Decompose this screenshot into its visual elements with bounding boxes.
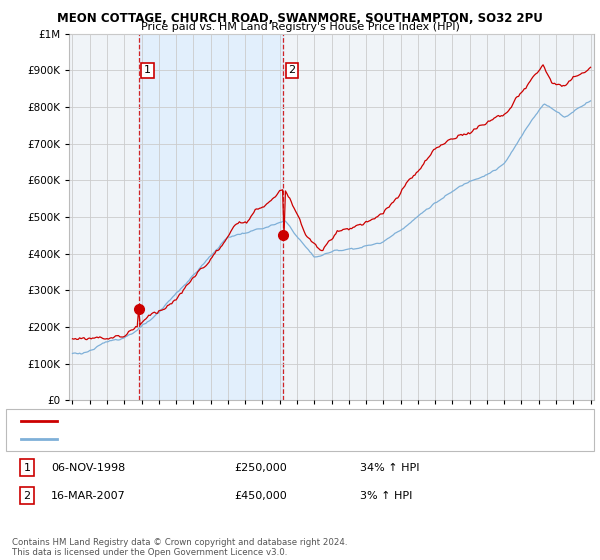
Text: 1: 1: [23, 463, 31, 473]
Text: 3% ↑ HPI: 3% ↑ HPI: [360, 491, 412, 501]
Text: 2: 2: [23, 491, 31, 501]
Text: 2: 2: [289, 66, 296, 75]
Bar: [139, 34, 283, 400]
Text: HPI: Average price, detached house, Winchester: HPI: Average price, detached house, Winc…: [63, 434, 299, 444]
Text: 06-NOV-1998: 06-NOV-1998: [51, 463, 125, 473]
Text: Contains HM Land Registry data © Crown copyright and database right 2024.
This d: Contains HM Land Registry data © Crown c…: [12, 538, 347, 557]
Text: 34% ↑ HPI: 34% ↑ HPI: [360, 463, 419, 473]
Text: 1: 1: [144, 66, 151, 75]
Text: Price paid vs. HM Land Registry's House Price Index (HPI): Price paid vs. HM Land Registry's House …: [140, 22, 460, 32]
Text: MEON COTTAGE, CHURCH ROAD, SWANMORE, SOUTHAMPTON, SO32 2PU (detached hou: MEON COTTAGE, CHURCH ROAD, SWANMORE, SOU…: [63, 416, 497, 426]
Text: 16-MAR-2007: 16-MAR-2007: [51, 491, 126, 501]
Text: MEON COTTAGE, CHURCH ROAD, SWANMORE, SOUTHAMPTON, SO32 2PU: MEON COTTAGE, CHURCH ROAD, SWANMORE, SOU…: [57, 12, 543, 25]
Text: £250,000: £250,000: [234, 463, 287, 473]
Text: £450,000: £450,000: [234, 491, 287, 501]
